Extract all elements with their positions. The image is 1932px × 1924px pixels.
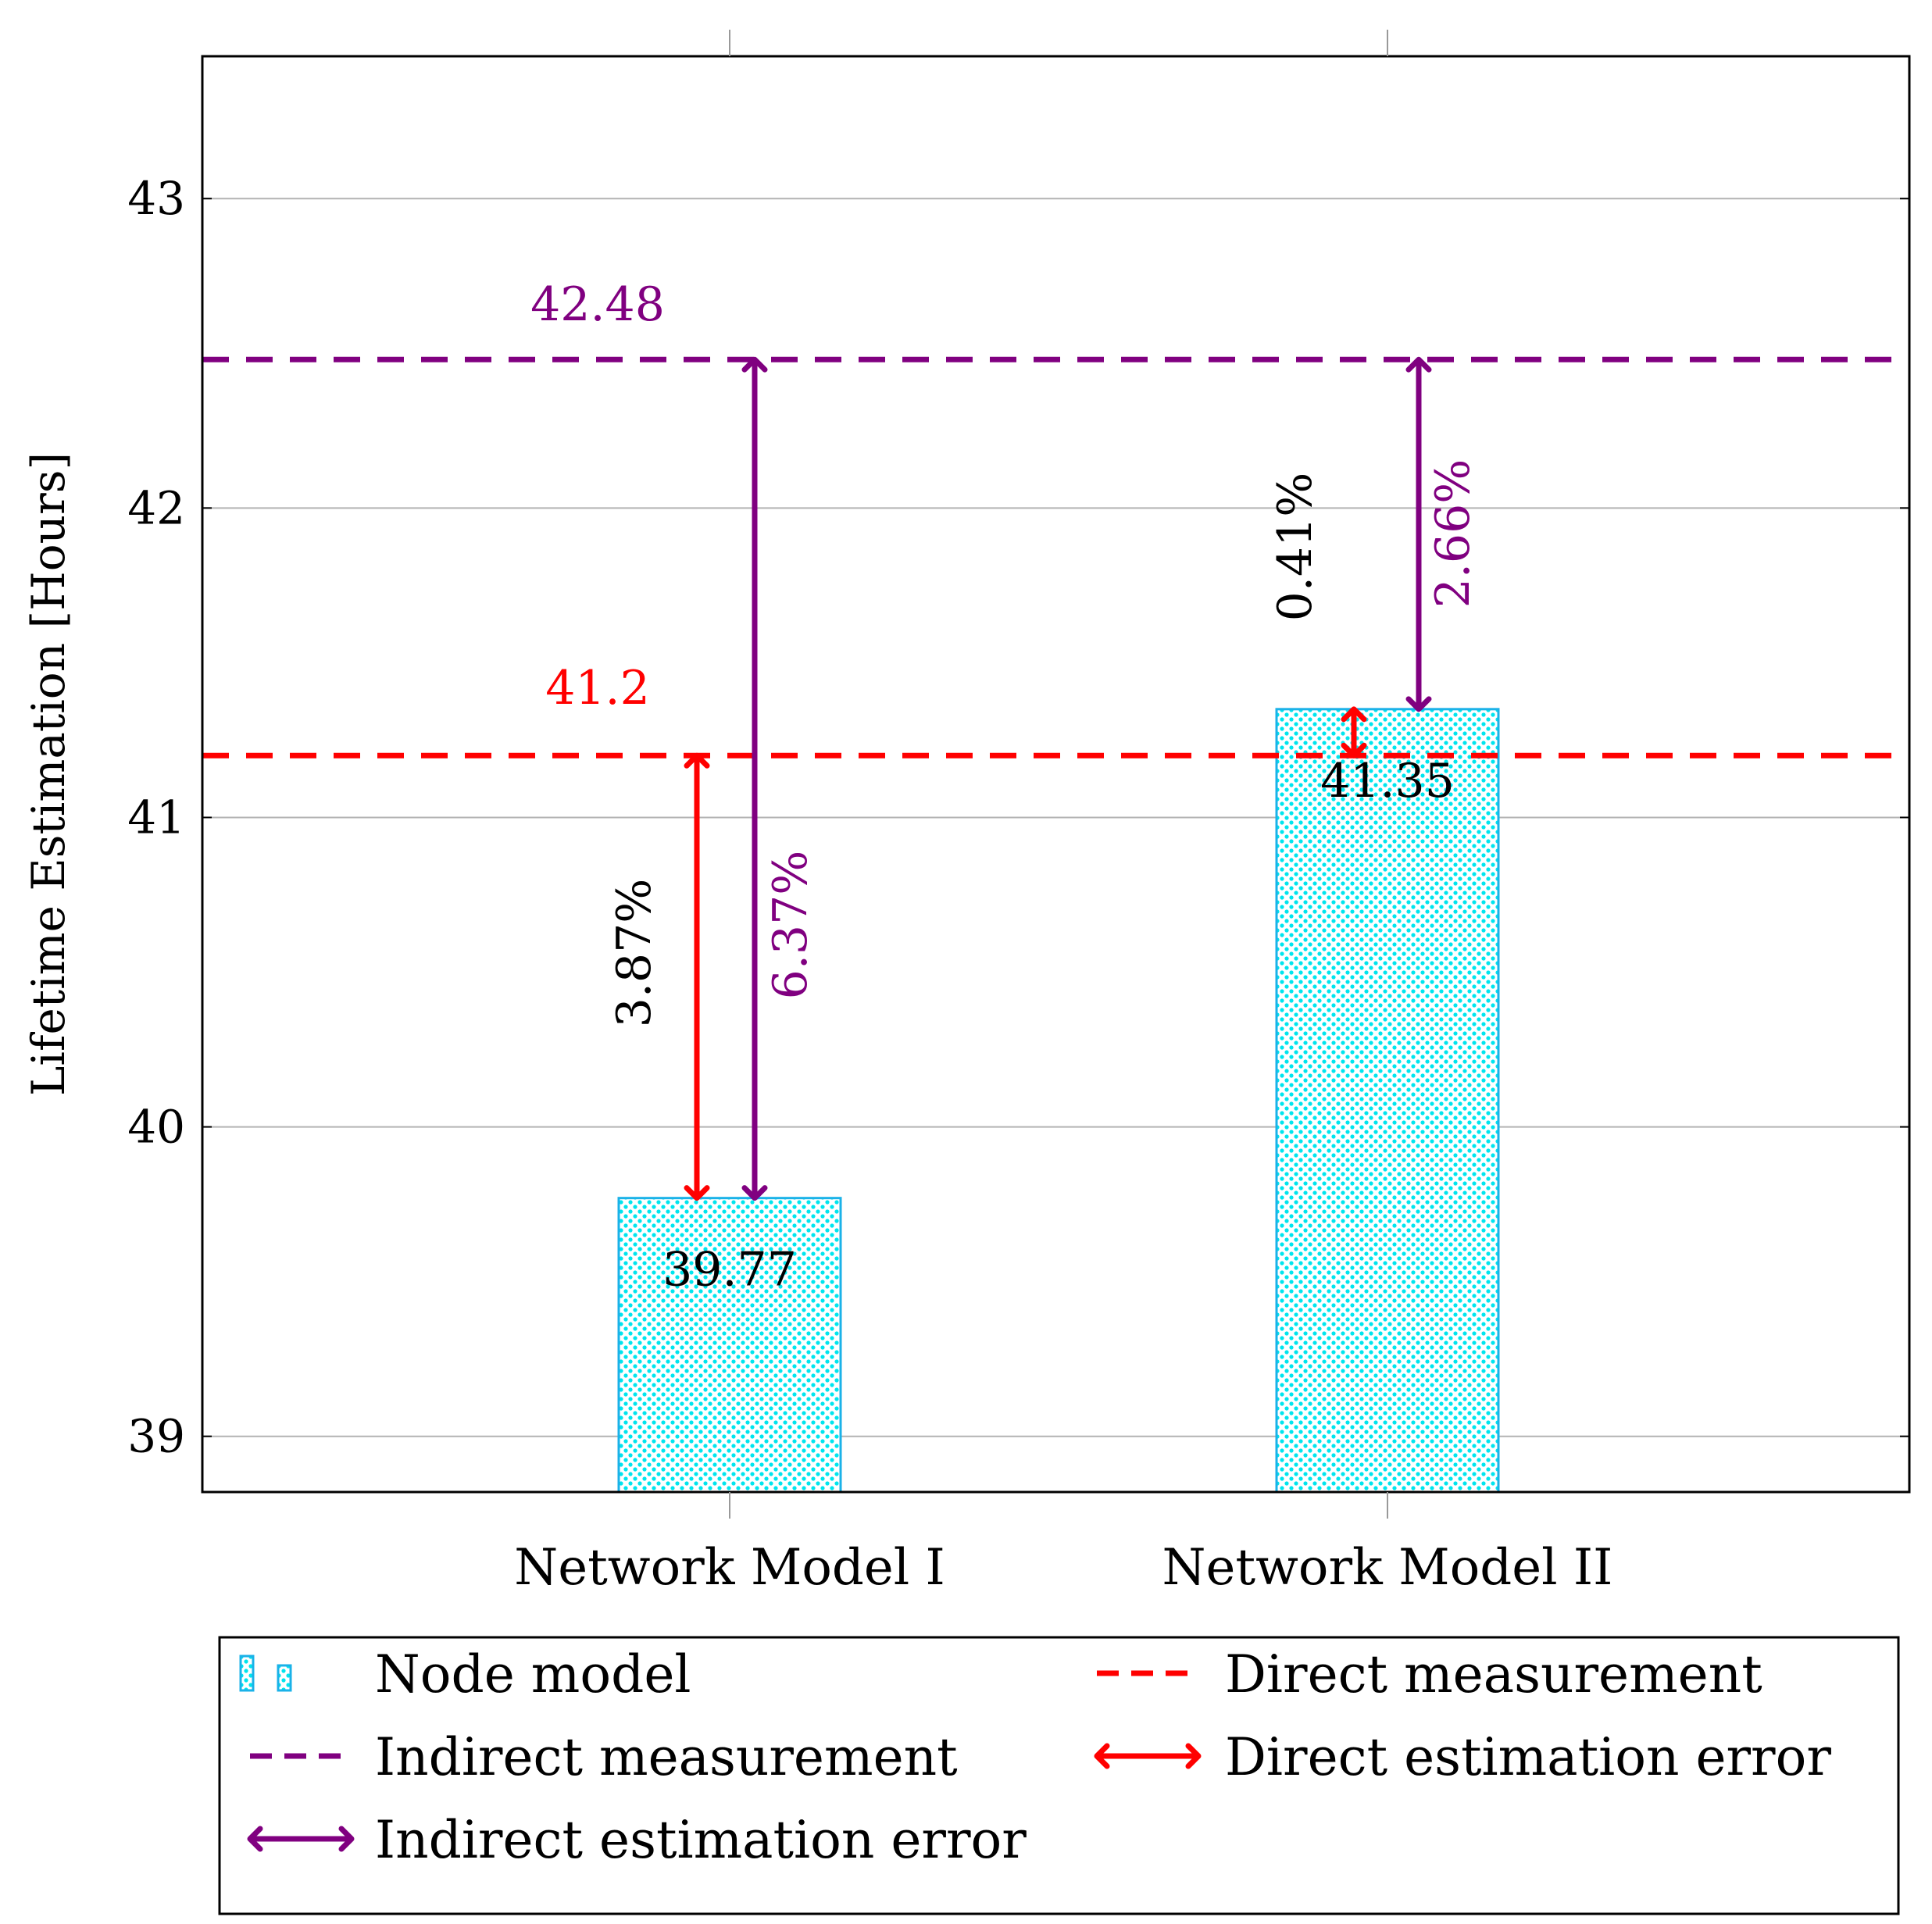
error-arrow-direct-estimation-error-head-bottom — [684, 1185, 710, 1201]
legend-swatch-bar — [239, 1654, 255, 1692]
y-tick-label: 39 — [127, 1410, 185, 1463]
y-tick-label: 43 — [127, 172, 185, 225]
legend-swatch-bar — [277, 1664, 292, 1692]
error-label: 2.66% — [1426, 459, 1480, 609]
bar-value-label: 41.35 — [1320, 754, 1455, 809]
error-arrow-direct-estimation-error-head-top — [684, 752, 710, 769]
legend: Node model Direct measurement Indirect mea… — [218, 1636, 1900, 1915]
x-tick-label: Network Model I — [514, 1539, 945, 1597]
legend-label: Direct measurement — [1225, 1644, 1762, 1704]
legend-label: Indirect measurement — [375, 1727, 958, 1787]
y-tick-label: 42 — [127, 481, 185, 534]
error-arrow-indirect-estimation-error-head-bottom — [741, 1185, 768, 1201]
reference-lines — [202, 356, 1909, 759]
error-label: 6.37% — [763, 851, 818, 1000]
reference-value-label: 42.48 — [530, 277, 665, 332]
reference-value-label: 41.2 — [545, 661, 650, 716]
error-arrow-direct-estimation-error-head-top — [1341, 706, 1367, 723]
legend-box — [218, 1636, 1900, 1915]
bar-node-model — [617, 1197, 842, 1494]
annotations: 3.87% 6.37% 0.41% 2.66% 41.2 42.48 39.77 41.35 — [530, 277, 1480, 1297]
legend-label: Indirect estimation error — [375, 1810, 1027, 1870]
legend-label: Node model — [375, 1644, 691, 1704]
error-label: 0.41% — [1268, 473, 1323, 622]
grid-lines — [202, 198, 1909, 1437]
legend-swatch-double-arrow-head-left — [1094, 1743, 1110, 1769]
y-tick-label: 41 — [127, 791, 185, 844]
bars — [617, 708, 1500, 1494]
x-tick-label: Network Model II — [1162, 1539, 1613, 1597]
legend-swatch-double-arrow-head-right — [338, 1826, 355, 1852]
error-arrow-indirect-estimation-error-head-top — [1405, 356, 1432, 373]
error-arrow-direct-estimation-error-head-bottom — [1341, 742, 1367, 759]
legend-label: Direct estimation error — [1225, 1727, 1831, 1787]
error-arrow-indirect-estimation-error-head-bottom — [1405, 696, 1432, 712]
legend-swatch-double-arrow-head-left — [247, 1826, 263, 1852]
bar-value-label: 39.77 — [662, 1243, 797, 1298]
error-label: 3.87% — [607, 879, 662, 1028]
error-arrows — [684, 356, 1432, 1201]
bar-node-model — [1275, 708, 1500, 1494]
legend-swatch-double-arrow-head-right — [1185, 1743, 1202, 1769]
error-arrow-indirect-estimation-error-head-top — [741, 356, 768, 373]
plot-frame — [201, 55, 1911, 1494]
axes: 39 40 41 42 43 Network Model I Network Model I… — [127, 30, 1909, 1597]
y-axis-label: Lifetime Estimation [Hours] — [22, 452, 75, 1096]
y-tick-label: 40 — [127, 1101, 185, 1154]
